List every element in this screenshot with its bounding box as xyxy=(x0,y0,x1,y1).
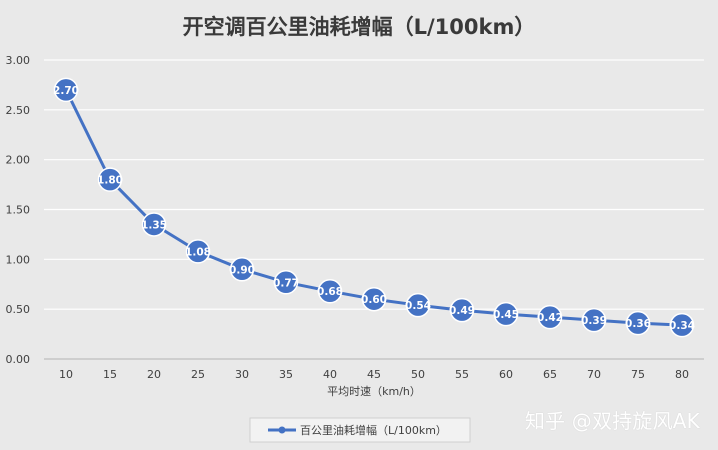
x-tick-label: 75 xyxy=(631,368,645,381)
data-point xyxy=(537,304,563,330)
y-tick-label: 1.50 xyxy=(6,204,31,217)
x-tick-label: 65 xyxy=(543,368,557,381)
y-tick-label: 0.00 xyxy=(6,353,31,366)
x-tick-label: 80 xyxy=(675,368,689,381)
legend: 百公里油耗增幅（L/100km） xyxy=(249,417,471,443)
x-tick-label: 40 xyxy=(323,368,337,381)
data-label: 0.60 xyxy=(361,294,387,306)
data-point xyxy=(141,212,167,237)
x-tick-label: 15 xyxy=(103,368,117,381)
y-axis-ticks: 0.00 0.50 1.00 1.50 2.00 2.50 3.00 xyxy=(6,54,31,366)
x-tick-label: 35 xyxy=(279,368,293,381)
data-point xyxy=(97,167,123,192)
data-label: 1.08 xyxy=(185,246,211,258)
y-tick-label: 2.50 xyxy=(6,104,31,117)
x-tick-label: 45 xyxy=(367,368,381,381)
data-label: 2.70 xyxy=(53,85,79,97)
data-point xyxy=(185,239,211,264)
x-tick-label: 55 xyxy=(455,368,469,381)
data-label: 0.42 xyxy=(537,312,563,324)
data-point xyxy=(581,307,607,333)
x-axis-ticks: 10 15 20 25 30 35 40 45 50 55 60 65 70 75 80 xyxy=(59,368,689,381)
data-point xyxy=(273,270,299,295)
data-label: 0.49 xyxy=(449,305,475,317)
data-point xyxy=(229,257,255,282)
data-point xyxy=(449,297,475,323)
data-label: 0.68 xyxy=(317,286,343,298)
data-label: 0.90 xyxy=(229,264,255,276)
data-label: 1.80 xyxy=(97,175,123,187)
x-tick-label: 10 xyxy=(59,368,73,381)
x-tick-label: 50 xyxy=(411,368,425,381)
gridlines xyxy=(44,59,704,360)
data-label: 0.36 xyxy=(625,318,651,330)
y-tick-label: 2.00 xyxy=(6,154,31,167)
data-point xyxy=(625,310,651,336)
data-label: 0.39 xyxy=(581,315,607,327)
data-point xyxy=(405,292,431,318)
legend-marker xyxy=(278,426,286,434)
y-tick-label: 3.00 xyxy=(6,54,31,67)
data-point xyxy=(361,286,387,312)
legend-label: 百公里油耗增幅（L/100km） xyxy=(300,423,447,437)
data-point xyxy=(669,312,695,338)
x-tick-label: 30 xyxy=(235,368,249,381)
data-point xyxy=(53,77,79,103)
data-label: 0.77 xyxy=(273,277,299,289)
x-axis-label: 平均时速（km/h） xyxy=(327,385,421,398)
data-label: 0.34 xyxy=(669,320,695,332)
data-label: 0.45 xyxy=(493,309,519,321)
y-tick-label: 0.50 xyxy=(6,303,31,316)
chart-title: 开空调百公里油耗增幅（L/100km） xyxy=(183,15,536,39)
watermark: 知乎 @双持旋风AK xyxy=(524,409,700,433)
data-label: 0.54 xyxy=(405,300,431,312)
x-tick-label: 25 xyxy=(191,368,205,381)
x-tick-label: 20 xyxy=(147,368,161,381)
data-point xyxy=(317,278,343,304)
data-label: 1.35 xyxy=(141,219,167,231)
x-tick-label: 60 xyxy=(499,368,513,381)
series-0: 2.70 1.80 1.35 1.08 0.90 0.77 0.68 0.60 0.54 0.49… xyxy=(53,77,695,338)
data-point xyxy=(493,301,519,327)
x-tick-label: 70 xyxy=(587,368,601,381)
y-tick-label: 1.00 xyxy=(6,253,31,266)
